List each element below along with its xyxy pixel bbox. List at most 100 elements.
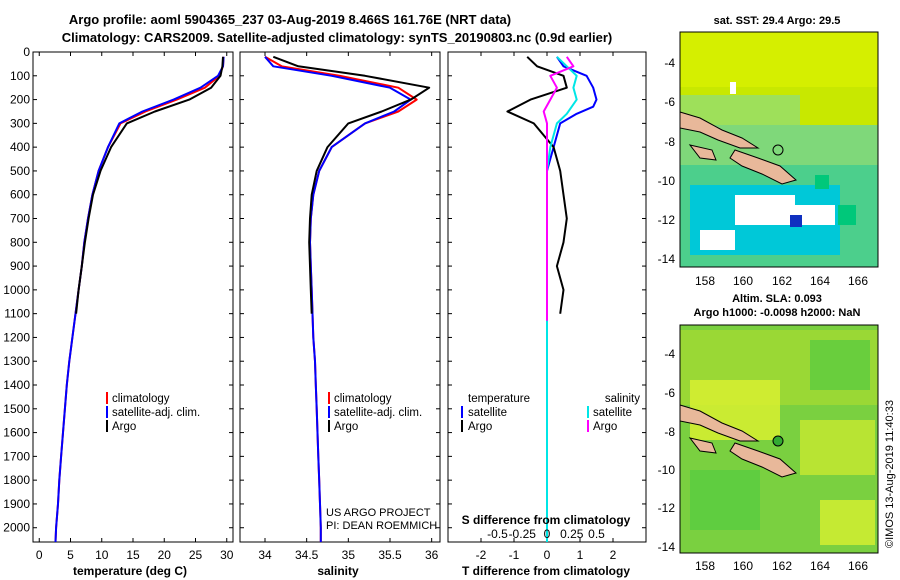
x-tick-label: 34.5 <box>295 548 319 562</box>
sst-cloud-mask <box>735 195 795 225</box>
map-y-tick: -8 <box>664 425 675 439</box>
x-tick-label: 5 <box>67 548 74 562</box>
secondary-x-tick-label: 0 <box>544 527 551 541</box>
x-tick-label: 10 <box>95 548 109 562</box>
map-x-tick: 160 <box>733 559 753 573</box>
map-y-tick: -12 <box>658 213 676 227</box>
credit-project: US ARGO PROJECT <box>326 507 431 519</box>
map-y-tick: -14 <box>658 540 676 554</box>
sla-map-title: Altim. SLA: 0.093 <box>732 293 822 305</box>
argo-float-marker <box>772 144 784 156</box>
map-y-tick: -4 <box>664 56 675 70</box>
sst-map-frame <box>679 31 879 268</box>
legend-swatch-argo <box>328 420 330 432</box>
map-y-tick: -10 <box>658 463 676 477</box>
legend-label: Argo <box>112 421 136 433</box>
solomon-islands-coast <box>679 404 760 442</box>
legend-heading-temperature: temperature <box>468 393 530 405</box>
y-tick-label: 500 <box>10 164 30 178</box>
x-tick-label: 34 <box>258 548 272 562</box>
legend-swatch-temperature-satellite <box>461 406 463 418</box>
map-y-tick: -12 <box>658 501 676 515</box>
salinity-x-label: salinity <box>317 564 359 578</box>
legend-label: satellite <box>593 407 632 419</box>
y-tick-label: 1600 <box>3 426 30 440</box>
y-tick-label: 600 <box>10 188 30 202</box>
series-line-salinity-argo <box>542 56 575 321</box>
solomon-islands-coast <box>688 437 717 454</box>
map-x-tick: 162 <box>772 274 792 288</box>
secondary-x-tick-label: 0.5 <box>588 527 605 541</box>
sst-map-title: sat. SST: 29.4 Argo: 29.5 <box>714 15 841 27</box>
map-x-tick: 166 <box>848 274 868 288</box>
imos-stamp: ©IMOS 13-Aug-2019 11:40:33 <box>884 400 896 548</box>
title-line-1: Argo profile: aoml 5904365_237 03-Aug-20… <box>69 12 511 27</box>
map-y-tick: -4 <box>664 347 675 361</box>
legend-label: Argo <box>468 421 492 433</box>
legend-label: climatology <box>112 393 170 405</box>
legend-swatch-climatology <box>328 392 330 404</box>
sla-patch-low <box>810 340 870 390</box>
y-tick-label: 1900 <box>3 497 30 511</box>
series-line-argo <box>272 55 431 314</box>
x-tick-label: -2 <box>476 548 487 562</box>
x-tick-label: 1 <box>577 548 584 562</box>
series-line-climatology <box>54 56 225 543</box>
argo-float-marker <box>772 435 784 447</box>
sla-patch-high <box>820 500 875 545</box>
y-tick-label: 100 <box>10 69 30 83</box>
y-tick-label: 2000 <box>3 521 30 535</box>
y-tick-label: 800 <box>10 235 30 249</box>
map-y-tick: -6 <box>664 95 675 109</box>
legend-swatch-temperature-argo <box>461 420 463 432</box>
series-line-temperature-satellite <box>546 56 598 321</box>
sla-map-subtitle: Argo h1000: -0.0098 h2000: NaN <box>694 307 861 319</box>
map-x-tick: 162 <box>772 559 792 573</box>
x-tick-label: -1 <box>509 548 520 562</box>
sla-map-frame <box>679 324 879 554</box>
legend-swatch-salinity-argo <box>587 420 589 432</box>
secondary-x-tick-label: -0.5 <box>487 527 508 541</box>
map-x-tick: 160 <box>733 274 753 288</box>
x-tick-label: 0 <box>36 548 43 562</box>
series-line-climatology <box>264 55 418 542</box>
x-tick-label: 20 <box>158 548 172 562</box>
y-tick-label: 700 <box>10 212 30 226</box>
difference-legend: temperature satellite Argo salinity sate… <box>461 393 640 433</box>
salinity-panel-frame <box>239 51 441 543</box>
secondary-x-tick-label: -0.25 <box>509 527 537 541</box>
difference-x-label: T difference from climatology <box>462 564 630 578</box>
legend-label: satellite-adj. clim. <box>334 407 422 419</box>
difference-secondary-x-label: S difference from climatology <box>462 513 631 527</box>
legend-label: satellite <box>468 407 507 419</box>
map-x-tick: 164 <box>810 274 830 288</box>
legend-label: satellite-adj. clim. <box>112 407 200 419</box>
legend-label: climatology <box>334 393 392 405</box>
sla-map <box>679 324 879 554</box>
secondary-x-tick-label: 0.25 <box>560 527 584 541</box>
sla-patch-high <box>800 420 875 475</box>
legend-swatch-salinity-satellite <box>587 406 589 418</box>
sst-patch <box>815 175 829 189</box>
x-tick-label: 36 <box>425 548 439 562</box>
sst-band-warm <box>680 32 878 87</box>
series-line-satellite-adj-clim- <box>264 56 412 542</box>
map-x-tick: 158 <box>695 274 715 288</box>
sst-cold-pixel <box>790 215 802 227</box>
y-tick-label: 400 <box>10 140 30 154</box>
x-tick-label: 0 <box>544 548 551 562</box>
legend-swatch-satellite <box>328 406 330 418</box>
temperature-panel-frame <box>32 51 234 543</box>
map-y-tick: -8 <box>664 135 675 149</box>
sst-cloud-mask <box>700 230 735 250</box>
credit-pi: PI: DEAN ROEMMICH <box>326 520 437 532</box>
solomon-islands-coast <box>679 111 760 149</box>
temperature-legend: climatology satellite-adj. clim. Argo <box>106 392 200 433</box>
sst-map <box>679 31 879 268</box>
legend-label: Argo <box>334 421 358 433</box>
y-tick-label: 900 <box>10 259 30 273</box>
sla-patch-low <box>690 470 760 530</box>
sst-cloud-mask <box>730 82 736 94</box>
y-tick-label: 1500 <box>3 402 30 416</box>
solomon-islands-coast <box>688 144 717 161</box>
